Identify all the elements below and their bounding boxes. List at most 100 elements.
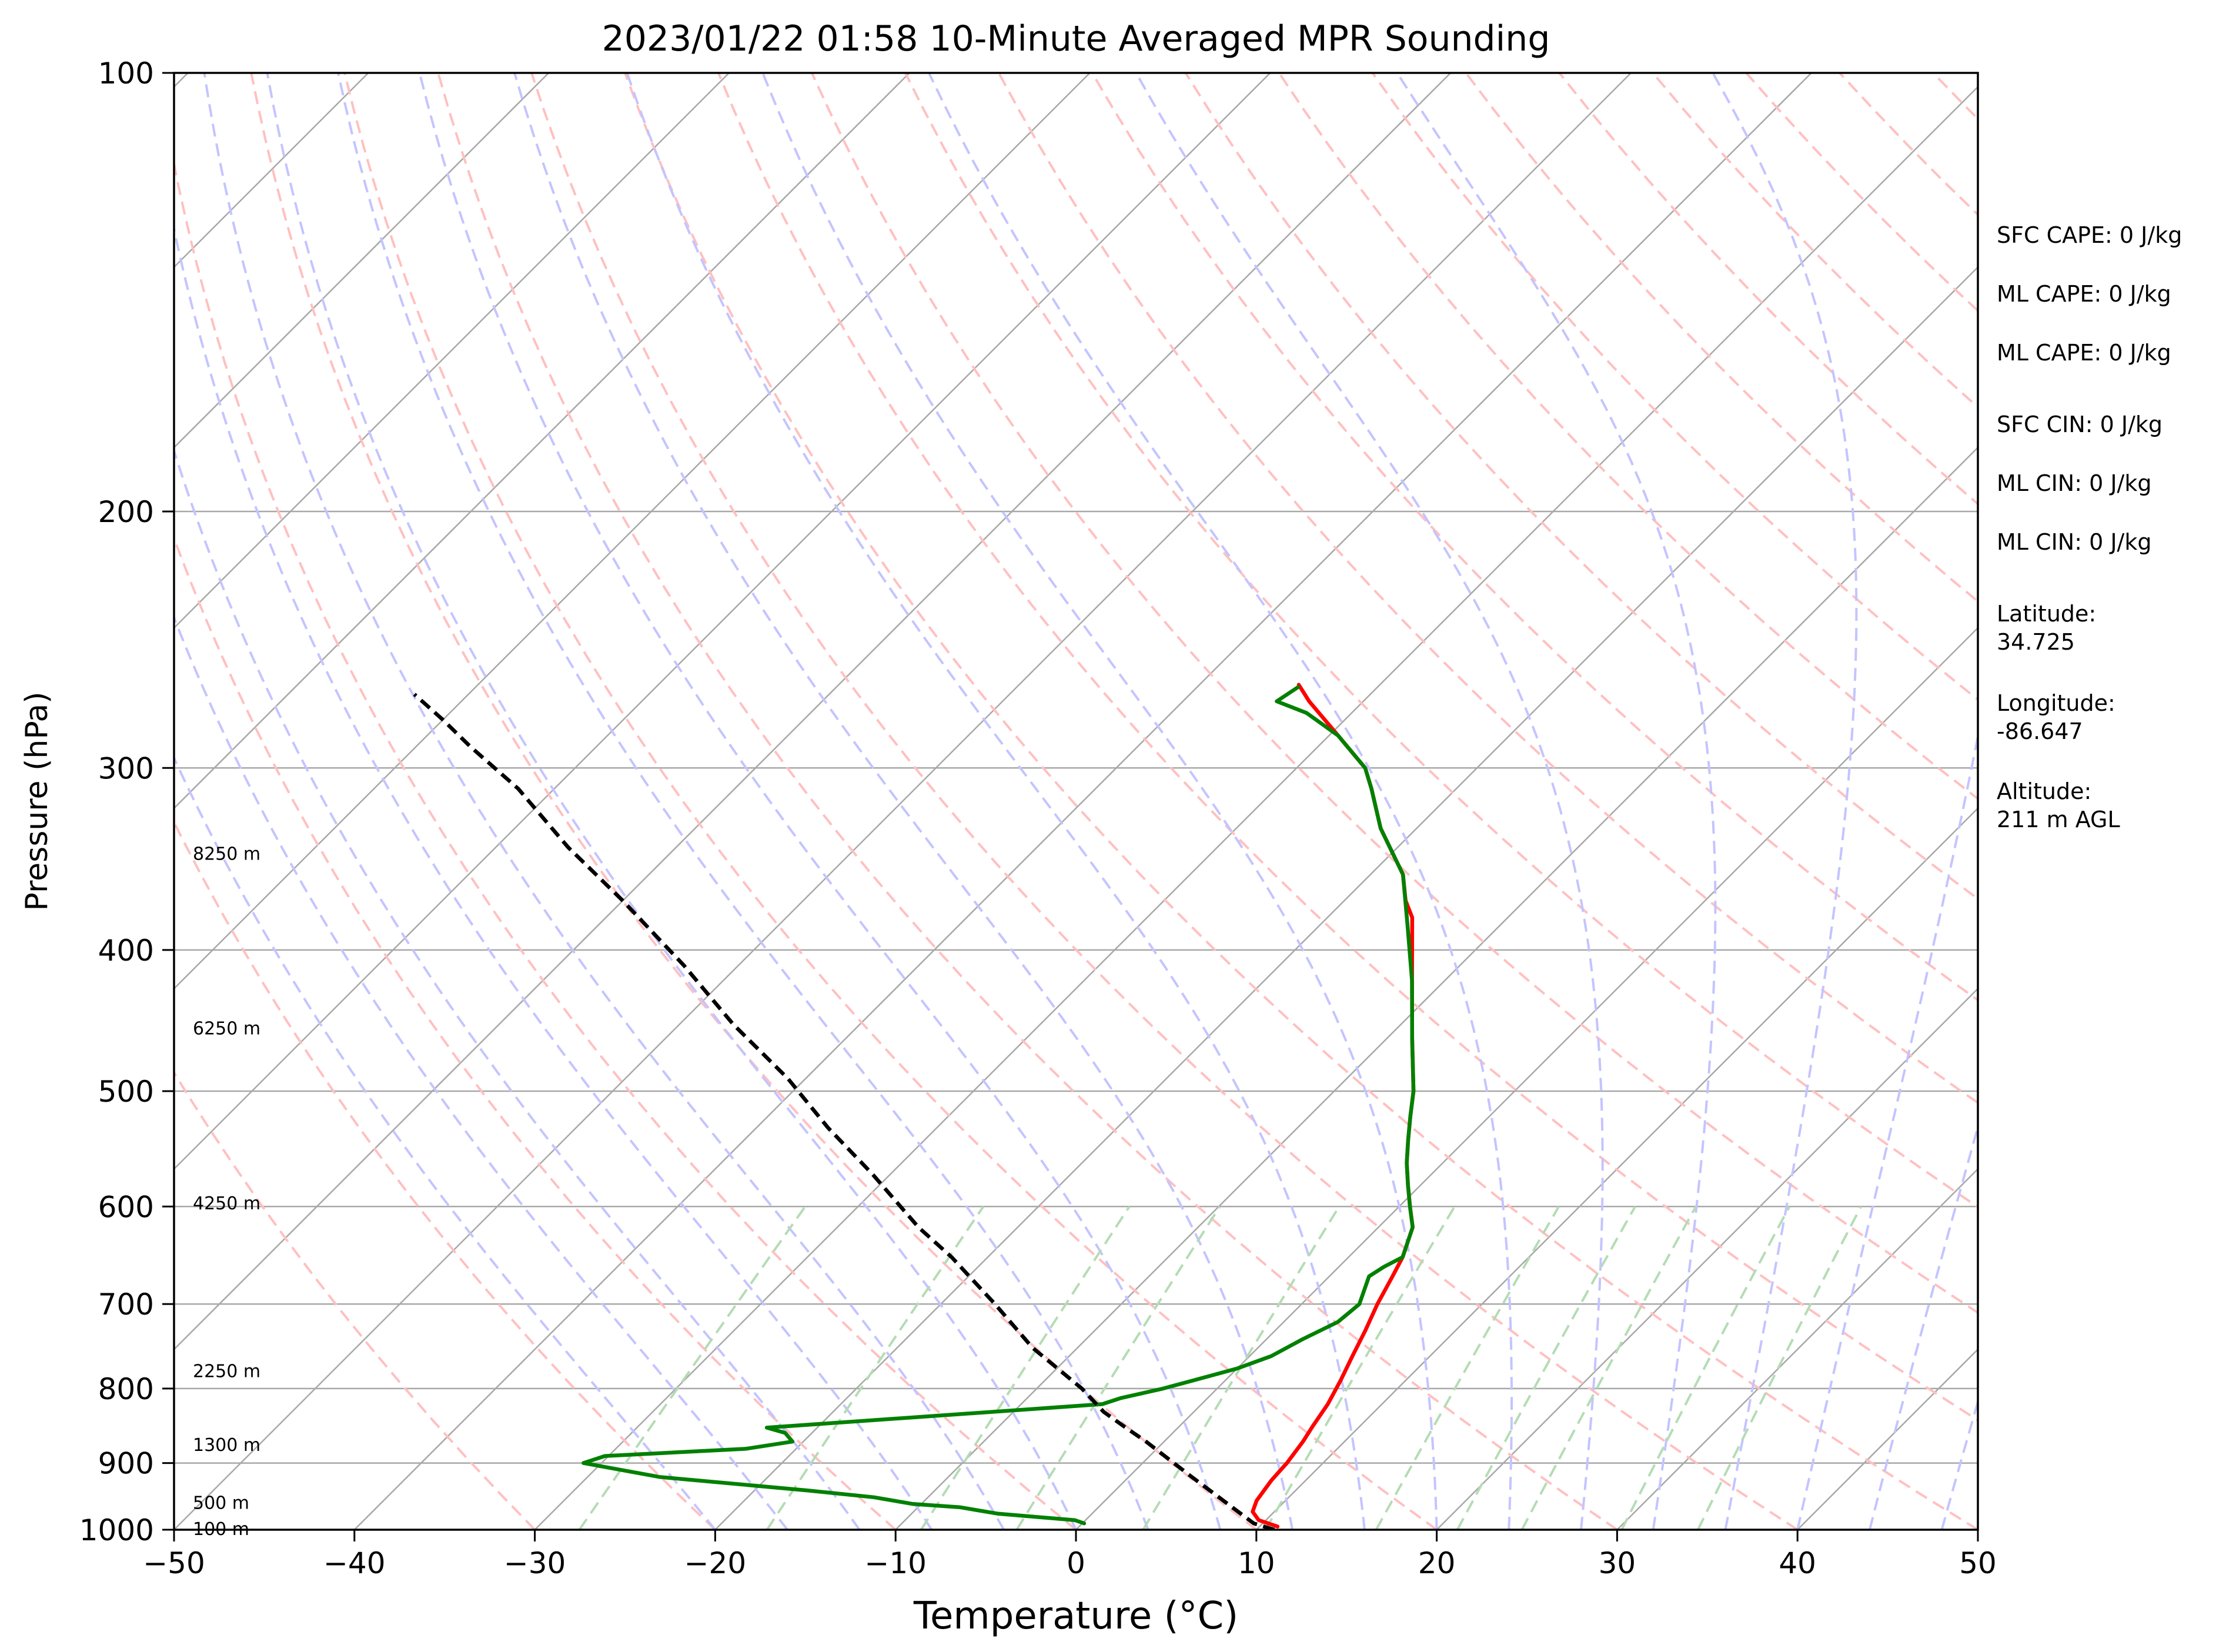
isotherm-line [534,85,1978,1530]
dry-adiabat [343,73,1438,1530]
x-tick-label: 40 [1779,1546,1816,1580]
isotherm-line [174,73,730,629]
height-label: 1300 m [193,1435,260,1456]
mixing-ratio-line [1697,1206,1862,1530]
isotherm-line [174,73,1091,990]
moist-adiabat [1940,1397,1978,1530]
x-tick-label: 10 [1238,1546,1275,1580]
y-tick-label: 400 [98,934,154,968]
latitude-label: Latitude: [1997,601,2097,627]
parcel-profile [413,693,1275,1530]
y-tick-label: 800 [98,1372,154,1406]
x-tick-label: 50 [1959,1546,1997,1580]
dry-adiabat [1278,73,1978,801]
height-label: 8250 m [193,844,260,864]
height-label: 2250 m [193,1361,260,1382]
moist-adiabat [203,73,1005,1530]
dry-adiabat [174,1070,536,1530]
moist-adiabat [1135,73,1604,1530]
altitude-value: 211 m AGL [1997,807,2120,832]
dry-adiabat [174,158,1077,1530]
moist-adiabat [418,73,1222,1530]
dry-adiabat [1652,73,1978,409]
sfc-cape-text: SFC CAPE: 0 J/kg [1997,222,2182,248]
longitude-value: -86.647 [1997,718,2083,744]
dry-adiabat [174,534,897,1530]
y-tick-label: 100 [98,56,154,91]
dry-adiabat [250,73,1258,1530]
isotherm-line [353,73,1812,1530]
x-tick-label: −10 [864,1546,927,1580]
isotherm-line [1436,987,1978,1530]
y-tick-label: 600 [98,1190,154,1224]
dry-adiabat [1184,73,1978,901]
isotherm-line [174,73,550,449]
dry-adiabat [717,73,1978,1422]
isotherm-line [174,73,910,810]
mixing-ratio-line [1520,1206,1697,1530]
ml-cin-text-2: ML CIN: 0 J/kg [1997,529,2152,555]
mixing-ratio-line [578,1206,807,1530]
x-tick-label: 30 [1599,1546,1636,1580]
dry-adiabat [810,73,1978,1315]
x-tick-label: 20 [1418,1546,1456,1580]
dry-adiabat [530,73,1799,1530]
dry-adiabat [997,73,1978,1105]
y-tick-label: 1000 [79,1513,154,1547]
sounding-profiles [413,683,1416,1530]
y-axis-ticks: 100 200 300 400 500 600 700 800 900 1000 [79,56,174,1547]
x-tick-label: −20 [684,1546,747,1580]
moist-adiabat [1868,1122,1978,1530]
moist-adiabats [174,73,1978,1530]
y-tick-label: 900 [98,1447,154,1481]
latitude-value: 34.725 [1997,629,2075,655]
dry-adiabat [437,73,1618,1530]
chart-title: 2023/01/22 01:58 10-Minute Averaged MPR … [602,18,1550,59]
moist-adiabat [337,73,1149,1530]
longitude-label: Longitude: [1997,690,2115,716]
x-tick-label: −40 [323,1546,386,1580]
mixing-ratio-lines [578,1206,1862,1530]
y-tick-label: 200 [98,495,154,529]
mixing-ratio-line [920,1206,1131,1530]
height-label: 6250 m [193,1018,260,1039]
x-tick-label: −30 [504,1546,566,1580]
isotherm-line [174,73,1271,1171]
dewpoint-profile [581,685,1416,1526]
dry-adiabat [1091,73,1978,1002]
y-tick-label: 700 [98,1288,154,1322]
mixing-ratio-line [766,1206,985,1530]
moist-adiabat [626,73,1366,1530]
moist-adiabat [928,73,1513,1530]
ml-cin-text: ML CIN: 0 J/kg [1997,470,2152,496]
mixing-ratio-line [1620,1206,1791,1530]
isotherm-line [714,266,1978,1530]
isotherm-line [174,73,1452,1350]
dry-adiabat [904,73,1978,1209]
moist-adiabat [1712,73,1858,1530]
moist-adiabat [174,223,933,1530]
dry-adiabat [1558,73,1978,506]
altitude-label: Altitude: [1997,778,2092,804]
moist-adiabat [266,73,1077,1530]
moist-adiabat [1396,73,1717,1530]
x-axis-label: Temperature (°C) [913,1594,1238,1638]
sfc-cin-text: SFC CIN: 0 J/kg [1997,412,2163,437]
moist-adiabat [174,755,716,1530]
dry-adiabats [174,73,1978,1530]
background-lines [174,73,1978,1530]
mixing-ratio-line [1264,1206,1456,1530]
ml-cape-text-2: ML CAPE: 0 J/kg [1997,340,2171,366]
moist-adiabat [1796,730,1978,1530]
moist-adiabat [513,73,1294,1530]
mixing-ratio-line [1015,1206,1221,1530]
isotherm-line [1616,1168,1978,1530]
moist-adiabat [761,73,1438,1530]
y-tick-label: 500 [98,1075,154,1109]
moist-adiabat [174,614,788,1530]
x-tick-label: 0 [1067,1546,1085,1580]
mixing-ratio-line [1456,1206,1636,1530]
dry-adiabat [624,73,1978,1530]
ml-cape-text: ML CAPE: 0 J/kg [1997,281,2171,307]
